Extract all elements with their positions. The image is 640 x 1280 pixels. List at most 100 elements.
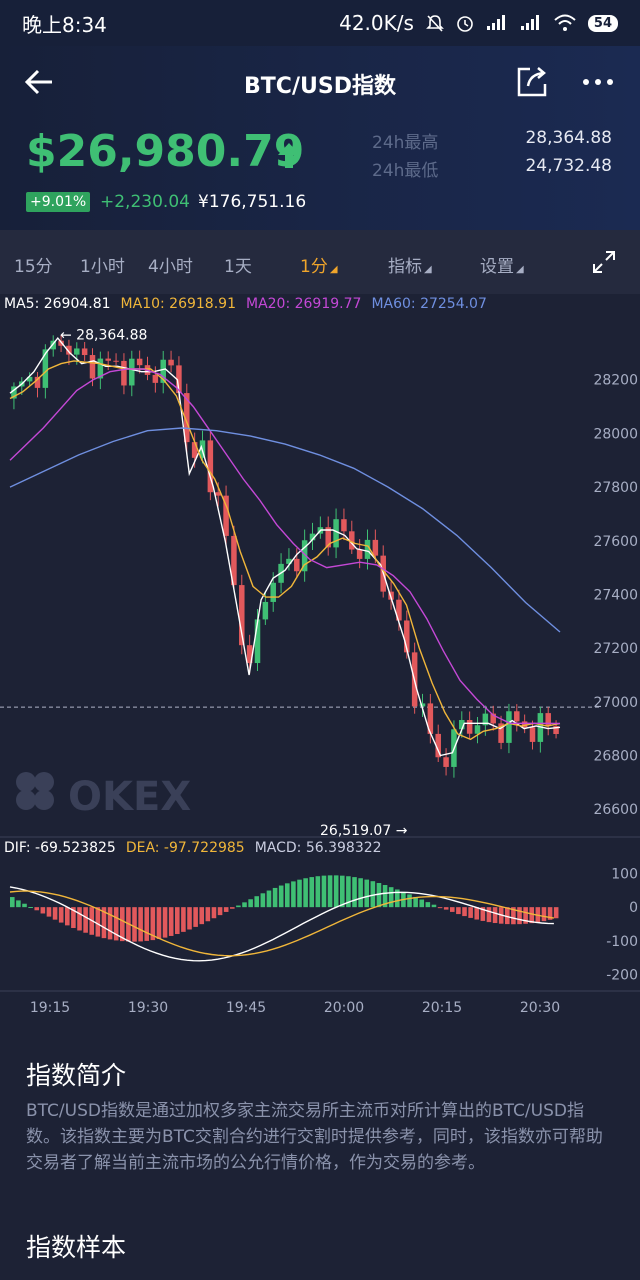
candle-body (89, 355, 96, 379)
price-tick-label: 26800 (593, 748, 638, 764)
candle-body (66, 345, 72, 355)
macd-bar (358, 878, 363, 908)
macd-bar (230, 907, 235, 909)
macd-tick-label: 100 (611, 866, 638, 882)
candle-body (223, 495, 229, 536)
tab-indicators[interactable]: 指标 ◢ (388, 252, 432, 277)
macd-bar (370, 881, 376, 908)
macd-bar (315, 876, 321, 908)
candle-body (514, 711, 520, 722)
macd-bar (77, 907, 82, 931)
candle-body (136, 358, 143, 366)
macd-bar (468, 907, 473, 918)
candle-body (26, 376, 33, 382)
macd-bar (523, 907, 528, 924)
candle-body (419, 703, 426, 707)
macd-bar (505, 907, 510, 925)
candle-body (372, 539, 379, 556)
tab-1day[interactable]: 1天 (224, 257, 252, 277)
macd-bar (120, 907, 125, 942)
time-axis-label: 19:15 (30, 1000, 70, 1016)
candle-body (333, 519, 339, 548)
more-options-icon[interactable] (578, 64, 618, 100)
macd-bar (462, 907, 467, 917)
index-sample-title: 指数样本 (26, 1233, 127, 1262)
macd-bar (58, 907, 64, 923)
candle-body (254, 619, 261, 664)
tab-settings-label: 设置 (480, 257, 514, 277)
price-tick-label: 28000 (593, 426, 638, 442)
fullscreen-icon[interactable] (592, 250, 616, 274)
intro-text: BTC/USD指数是通过加权多家主流交易所主流币对所计算出的BTC/USD指数。… (26, 1101, 603, 1173)
candle-body (396, 599, 402, 621)
macd-bar (144, 907, 150, 941)
macd-bar (437, 907, 443, 909)
okex-logo-icon (34, 790, 54, 810)
max-price-label: ← 28,364.88 (60, 327, 147, 343)
candle-body (270, 582, 276, 602)
min-price-label: 26,519.07 → (320, 823, 408, 839)
macd-bar (28, 907, 33, 909)
candle-body (545, 713, 551, 727)
macd-bar (132, 907, 137, 942)
candle-body (50, 340, 56, 350)
back-arrow-icon[interactable] (22, 64, 62, 100)
price-tick-label: 26600 (593, 802, 638, 818)
time-axis-label: 20:15 (422, 1000, 462, 1016)
macd-bar (297, 879, 302, 908)
candle-body (191, 442, 198, 458)
tab-4hour[interactable]: 4小时 (148, 257, 193, 277)
macd-bar (511, 907, 516, 925)
candle-body (97, 358, 104, 379)
wifi-icon (554, 14, 576, 31)
candle-body (356, 549, 363, 559)
candle-body (215, 492, 221, 496)
candle-body (459, 720, 465, 730)
low-24h-label: 24h最低 (372, 161, 439, 181)
change-absolute: +2,230.04 (100, 192, 190, 212)
network-speed: 42.0K/s (339, 11, 414, 35)
macd-bar (321, 875, 327, 908)
macd-tick-label: -200 (606, 968, 638, 984)
candle-body (113, 360, 119, 362)
macd-bar (382, 885, 388, 908)
candle-body (74, 348, 80, 355)
macd-bar (242, 902, 247, 908)
candle-body (42, 349, 49, 388)
macd-bar (309, 877, 315, 908)
candle-body (168, 359, 174, 366)
candle-body (105, 358, 111, 361)
tab-settings[interactable]: 设置 ◢ (480, 252, 524, 277)
macd-bar (156, 907, 162, 939)
macd-bar (223, 907, 229, 912)
ma5-line (9, 336, 561, 757)
macd-bar (376, 883, 382, 908)
macd-legend: DIF: -69.523825 DEA: -97.722985 MACD: 56.3… (4, 840, 392, 856)
macd-bar (107, 907, 113, 940)
tab-15min[interactable]: 15分 (14, 257, 53, 277)
price-up-arrow-icon (278, 143, 300, 168)
ma-legend: MA5: 26904.81 MA10: 26918.91 MA20: 26919.7… (4, 296, 497, 312)
candle-body (341, 519, 347, 532)
candle-body (325, 527, 331, 548)
interval-toolbar: 15分 1小时 4小时 1天 1分 ◢ 指标 ◢ 设置 ◢ (0, 230, 640, 294)
candle-body (239, 585, 245, 646)
macd-bar (187, 907, 192, 930)
macd-bar (529, 907, 535, 924)
candle-body (427, 703, 434, 734)
macd-bar (547, 907, 553, 920)
tab-1min[interactable]: 1分 ◢ (300, 252, 338, 277)
candle-body (529, 727, 536, 742)
dropdown-triangle-icon: ◢ (516, 264, 524, 275)
macd-bar (113, 907, 119, 941)
candle-body (152, 374, 159, 383)
share-icon[interactable] (514, 64, 550, 100)
kline-chart[interactable]: 28200 28000 27800 27600 27400 27200 27000 26800… (0, 294, 640, 1020)
macd-bar (395, 889, 400, 908)
tab-1hour[interactable]: 1小时 (80, 257, 125, 277)
macd-bar (425, 902, 431, 908)
status-bar: 晚上8:34 42.0K/s 54 (0, 0, 640, 46)
tab-1min-label: 1分 (300, 257, 328, 277)
candle-body (521, 721, 528, 728)
candle-body (246, 645, 253, 664)
